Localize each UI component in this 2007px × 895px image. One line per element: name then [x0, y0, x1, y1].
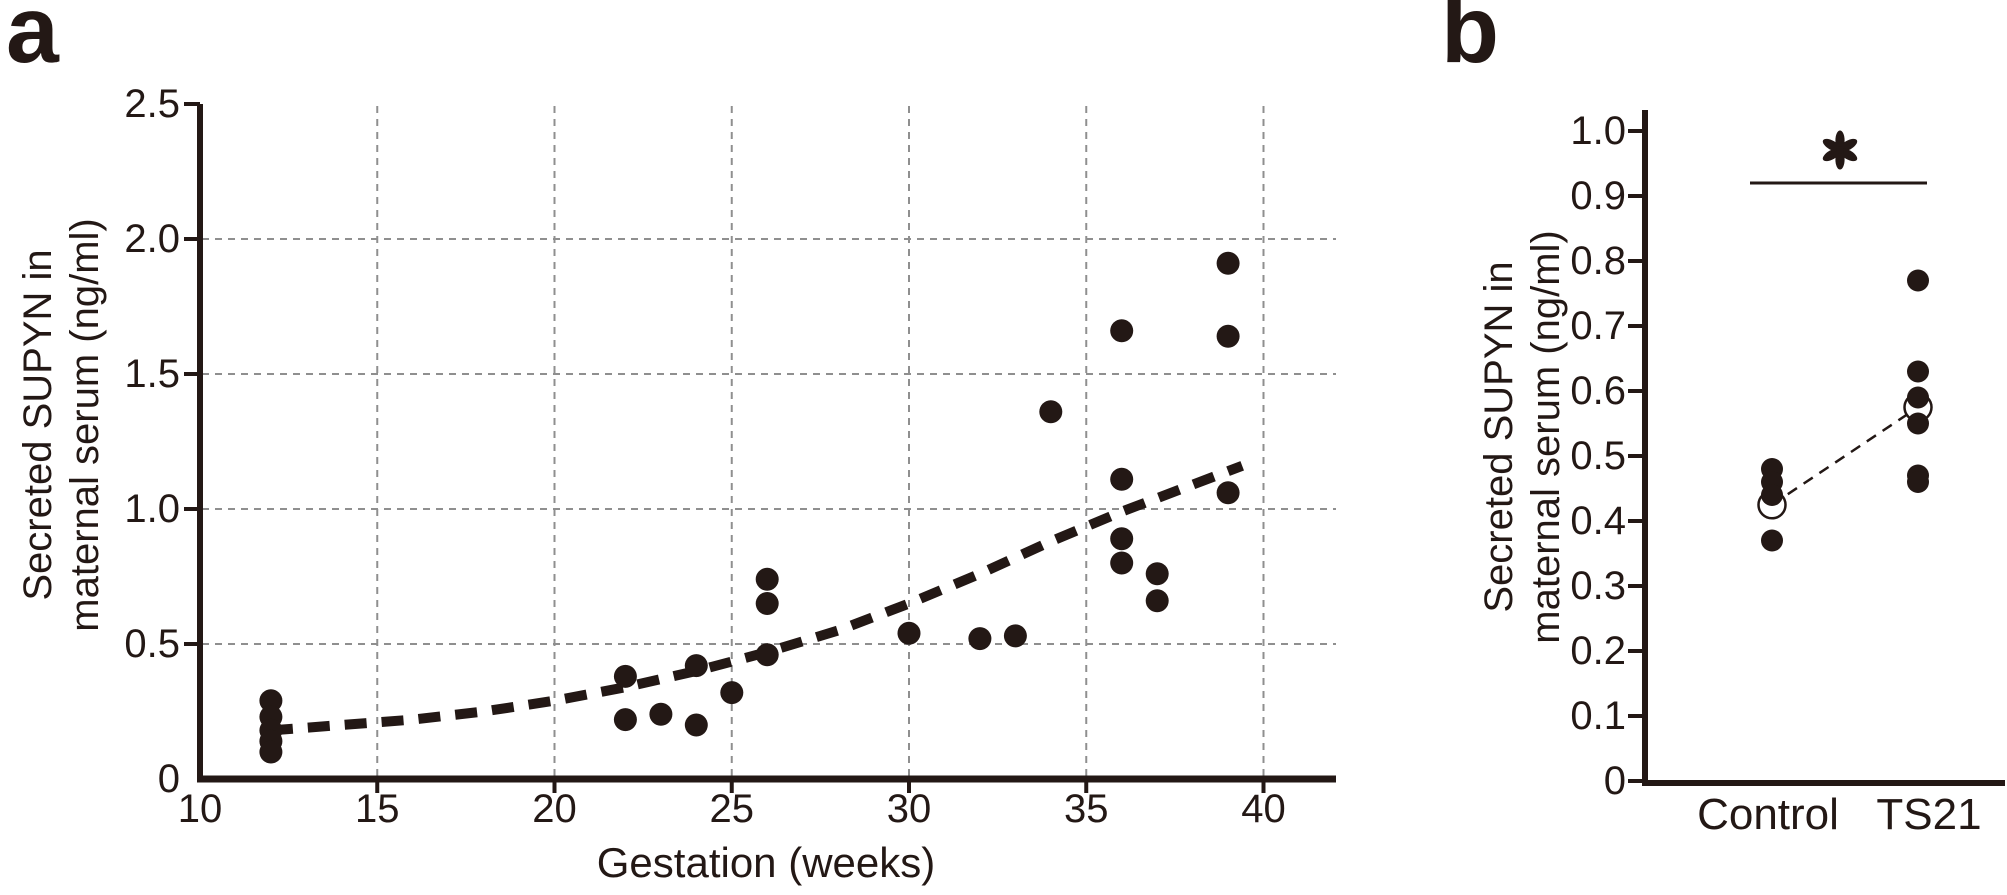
- panel-a-axes: [184, 102, 1336, 793]
- panel-b-y-tick-label-0: 0: [1603, 759, 1626, 803]
- panel-b-axes: [1628, 110, 2005, 786]
- data-point: [1110, 467, 1134, 491]
- data-point: [1761, 529, 1783, 552]
- data-point: [1907, 386, 1929, 409]
- panel-a-y-axis-label-line2: maternal serum (ng/ml): [63, 218, 107, 632]
- data-point: [684, 654, 708, 678]
- data-point: [1110, 551, 1134, 575]
- panel-a-y-tick-label-0.5: 0.5: [124, 622, 180, 666]
- panel-b-y-tick-label-0.5: 0.5: [1570, 434, 1626, 478]
- panel-b-mean-connector-line: [1771, 406, 1919, 506]
- panel-b-y-tick-label-0.8: 0.8: [1570, 239, 1626, 283]
- data-point: [1907, 360, 1929, 383]
- panel-a-y-tick-label-2.5: 2.5: [124, 82, 180, 126]
- panel-a-y-tick-label-1.0: 1.0: [124, 487, 180, 531]
- data-point: [684, 713, 708, 737]
- panel-b-y-tick-label-1.0: 1.0: [1570, 109, 1626, 153]
- data-point: [1907, 269, 1929, 292]
- panel-b-y-tick-label-0.2: 0.2: [1570, 629, 1626, 673]
- panel-a-x-tick-label-15: 15: [355, 787, 400, 831]
- data-point: [613, 664, 637, 688]
- data-point: [1003, 624, 1027, 648]
- data-point: [1907, 412, 1929, 435]
- data-point: [755, 567, 779, 591]
- panel-b-y-tick-label-0.6: 0.6: [1570, 369, 1626, 413]
- data-point: [1216, 251, 1240, 275]
- panel-a-x-tick-label-40: 40: [1241, 787, 1286, 831]
- group-label-TS21: TS21: [1876, 790, 1982, 839]
- panel-b-y-tick-label-0.9: 0.9: [1570, 174, 1626, 218]
- data-point: [613, 708, 637, 732]
- panel-a-x-tick-label-20: 20: [532, 787, 577, 831]
- data-point: [649, 702, 673, 726]
- panel-b-y-tick-label-0.3: 0.3: [1570, 564, 1626, 608]
- panel-b-y-tick-label-0.7: 0.7: [1570, 304, 1626, 348]
- data-point: [1110, 527, 1134, 551]
- panel-a-y-axis-label: Secreted SUPYN in maternal serum (ng/ml): [15, 75, 109, 775]
- panel-a-letter: a: [6, 0, 59, 83]
- panel-a-y-tick-label-0: 0: [157, 757, 180, 801]
- asterisk-icon: [1822, 130, 1858, 170]
- panel-a-x-axis-label: Gestation (weeks): [596, 839, 936, 886]
- data-point: [968, 627, 992, 651]
- panel-a-x-tick-label-25: 25: [709, 787, 755, 831]
- panel-b-mean-circles: [1757, 392, 1933, 520]
- panel-b-y-tick-label-0.1: 0.1: [1570, 694, 1626, 738]
- panel-a-y-tick-label-2.0: 2.0: [124, 217, 180, 261]
- data-point: [755, 592, 779, 615]
- panel-a-x-tick-label-35: 35: [1064, 787, 1109, 831]
- data-point: [1907, 471, 1929, 493]
- panel-b-letter: b: [1441, 0, 1500, 83]
- data-point: [1039, 400, 1063, 424]
- panel-a-trend-line: [270, 461, 1244, 736]
- panel-a-gridlines: [202, 106, 1336, 776]
- data-point: [1761, 484, 1783, 506]
- data-point: [1216, 481, 1240, 505]
- panel-a-y-tick-label-1.5: 1.5: [124, 352, 180, 396]
- panel-b-data-points: [1761, 269, 1929, 552]
- data-point: [1110, 319, 1134, 343]
- data-point: [1145, 589, 1169, 613]
- data-point: [1216, 324, 1240, 348]
- group-label-Control: Control: [1697, 790, 1839, 839]
- data-point: [259, 740, 283, 764]
- data-point: [720, 681, 744, 705]
- panel-a-x-tick-label-30: 30: [886, 787, 932, 831]
- data-point: [897, 621, 921, 645]
- panel-b-significance: [1750, 130, 1927, 185]
- panel-a-data-points: [259, 251, 1240, 764]
- data-point: [1145, 562, 1169, 586]
- data-point: [755, 643, 779, 667]
- panel-b-y-tick-label-0.4: 0.4: [1570, 499, 1626, 543]
- panel-a-x-tick-label-10: 10: [177, 787, 223, 831]
- panel-a-y-axis-label-line1: Secreted SUPYN in: [16, 249, 60, 601]
- data-point: [259, 689, 283, 713]
